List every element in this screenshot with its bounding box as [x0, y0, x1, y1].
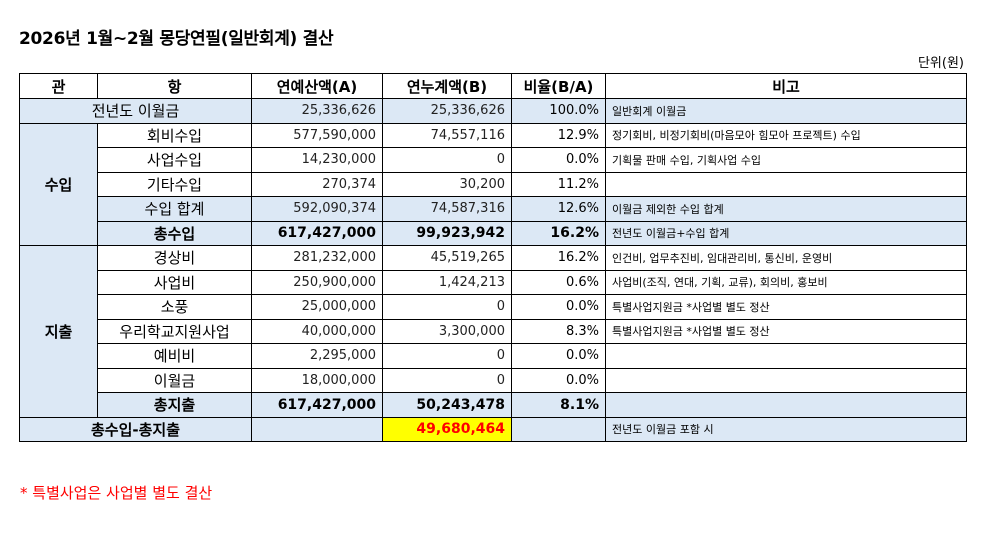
row-ratio: 16.2% — [511, 245, 606, 271]
row-item: 기타수입 — [97, 171, 252, 197]
balance-row: 총수입-총지출 49,680,464 전년도 이월금 포함 시 — [19, 416, 967, 442]
row-item: 사업수입 — [97, 147, 252, 173]
income-total-ratio: 16.2% — [511, 220, 606, 246]
row-memo: 정기회비, 비정기회비(마음모아 힘모아 프로젝트) 수입 — [605, 122, 967, 148]
row-budget: 250,900,000 — [251, 269, 383, 295]
footnote: * 특별사업은 사업별 별도 결산 — [20, 484, 213, 502]
row-memo: 인건비, 업무추진비, 임대관리비, 통신비, 운영비 — [605, 245, 967, 271]
table-row: 예비비 2,295,000 0 0.0% — [20, 343, 967, 369]
row-ratio: 0.6% — [511, 269, 606, 295]
row-item: 우리학교지원사업 — [97, 318, 252, 344]
header-budget: 연예산액(A) — [251, 73, 383, 99]
table-row: 소풍 25,000,000 0 0.0% 특별사업지원금 *사업별 별도 정산 — [20, 294, 967, 320]
page-title: 2026년 1월~2월 몽당연필(일반회계) 결산 — [19, 29, 334, 49]
subtotal-memo: 이월금 제외한 수입 합계 — [605, 196, 967, 222]
row-actual: 30,200 — [382, 171, 512, 197]
table-row: 사업수입 14,230,000 0 0.0% 기획물 판매 수입, 기획사업 수… — [20, 147, 967, 173]
income-total-actual: 99,923,942 — [382, 220, 512, 246]
carryover-memo: 일반회계 이월금 — [605, 98, 967, 124]
row-actual: 0 — [382, 343, 512, 369]
carryover-row: 전년도 이월금 25,336,626 25,336,626 100.0% 일반회… — [19, 98, 967, 124]
header-actual: 연누계액(B) — [382, 73, 512, 99]
header-hang: 항 — [97, 73, 252, 99]
row-memo: 특별사업지원금 *사업별 별도 정산 — [605, 318, 967, 344]
subtotal-item: 수입 합계 — [97, 196, 252, 222]
row-ratio: 0.0% — [511, 343, 606, 369]
row-ratio: 0.0% — [511, 147, 606, 173]
row-actual: 45,519,265 — [382, 245, 512, 271]
expense-total-memo — [605, 392, 967, 418]
row-actual: 0 — [382, 367, 512, 393]
table-row: 수입 회비수입 577,590,000 74,557,116 12.9% 정기회… — [19, 122, 967, 246]
table-row: 지출 경상비 281,232,000 45,519,265 16.2% 인건비,… — [19, 245, 967, 418]
row-ratio: 0.0% — [511, 294, 606, 320]
subtotal-budget: 592,090,374 — [251, 196, 383, 222]
expense-total-item: 총지출 — [97, 392, 252, 418]
row-item: 사업비 — [97, 269, 252, 295]
row-memo — [605, 343, 967, 369]
header-memo: 비고 — [605, 73, 967, 99]
row-budget: 40,000,000 — [251, 318, 383, 344]
balance-budget — [251, 416, 383, 442]
income-total-item: 총수입 — [97, 220, 252, 246]
expense-total-budget: 617,427,000 — [251, 392, 383, 418]
row-item: 예비비 — [97, 343, 252, 369]
income-total-row: 총수입 617,427,000 99,923,942 16.2% 전년도 이월금… — [20, 220, 967, 246]
header-ratio: 비율(B/A) — [511, 73, 606, 99]
row-budget: 270,374 — [251, 171, 383, 197]
subtotal-actual: 74,587,316 — [382, 196, 512, 222]
subtotal-ratio: 12.6% — [511, 196, 606, 222]
row-budget: 25,000,000 — [251, 294, 383, 320]
income-total-memo: 전년도 이월금+수입 합계 — [605, 220, 967, 246]
row-item: 이월금 — [97, 367, 252, 393]
row-budget: 2,295,000 — [251, 343, 383, 369]
row-ratio: 11.2% — [511, 171, 606, 197]
row-item: 소풍 — [97, 294, 252, 320]
income-total-budget: 617,427,000 — [251, 220, 383, 246]
row-memo — [605, 367, 967, 393]
row-actual: 0 — [382, 294, 512, 320]
row-item: 회비수입 — [97, 122, 252, 148]
row-budget: 281,232,000 — [251, 245, 383, 271]
table-row: 사업비 250,900,000 1,424,213 0.6% 사업비(조직, 연… — [20, 269, 967, 295]
carryover-actual: 25,336,626 — [382, 98, 512, 124]
unit-label: 단위(원) — [917, 56, 964, 71]
row-actual: 1,424,213 — [382, 269, 512, 295]
table-header-row: 관 항 연예산액(A) 연누계액(B) 비율(B/A) 비고 — [19, 73, 967, 99]
row-item: 경상비 — [97, 245, 252, 271]
table-row: 이월금 18,000,000 0 0.0% — [20, 367, 967, 393]
table-row: 기타수입 270,374 30,200 11.2% — [20, 171, 967, 197]
row-budget: 18,000,000 — [251, 367, 383, 393]
expense-total-ratio: 8.1% — [511, 392, 606, 418]
row-budget: 577,590,000 — [251, 122, 383, 148]
table-row: 우리학교지원사업 40,000,000 3,300,000 8.3% 특별사업지… — [20, 318, 967, 344]
row-ratio: 8.3% — [511, 318, 606, 344]
expense-total-row: 총지출 617,427,000 50,243,478 8.1% — [20, 392, 967, 418]
balance-ratio — [511, 416, 606, 442]
row-ratio: 0.0% — [511, 367, 606, 393]
settlement-table: 관 항 연예산액(A) 연누계액(B) 비율(B/A) 비고 전년도 이월금 2… — [19, 73, 967, 442]
row-memo: 특별사업지원금 *사업별 별도 정산 — [605, 294, 967, 320]
expense-group-label: 지출 — [19, 245, 98, 418]
row-actual: 3,300,000 — [382, 318, 512, 344]
row-actual: 74,557,116 — [382, 122, 512, 148]
header-gwan: 관 — [19, 73, 98, 99]
row-actual: 0 — [382, 147, 512, 173]
row-ratio: 12.9% — [511, 122, 606, 148]
balance-actual: 49,680,464 — [382, 416, 512, 442]
carryover-budget: 25,336,626 — [251, 98, 383, 124]
row-budget: 14,230,000 — [251, 147, 383, 173]
balance-label: 총수입-총지출 — [19, 416, 252, 442]
row-memo: 사업비(조직, 연대, 기획, 교류), 회의비, 홍보비 — [605, 269, 967, 295]
income-group-label: 수입 — [19, 122, 98, 246]
carryover-label: 전년도 이월금 — [19, 98, 252, 124]
row-memo — [605, 171, 967, 197]
income-subtotal-row: 수입 합계 592,090,374 74,587,316 12.6% 이월금 제… — [20, 196, 967, 222]
expense-total-actual: 50,243,478 — [382, 392, 512, 418]
carryover-ratio: 100.0% — [511, 98, 606, 124]
row-memo: 기획물 판매 수입, 기획사업 수입 — [605, 147, 967, 173]
balance-memo: 전년도 이월금 포함 시 — [605, 416, 967, 442]
